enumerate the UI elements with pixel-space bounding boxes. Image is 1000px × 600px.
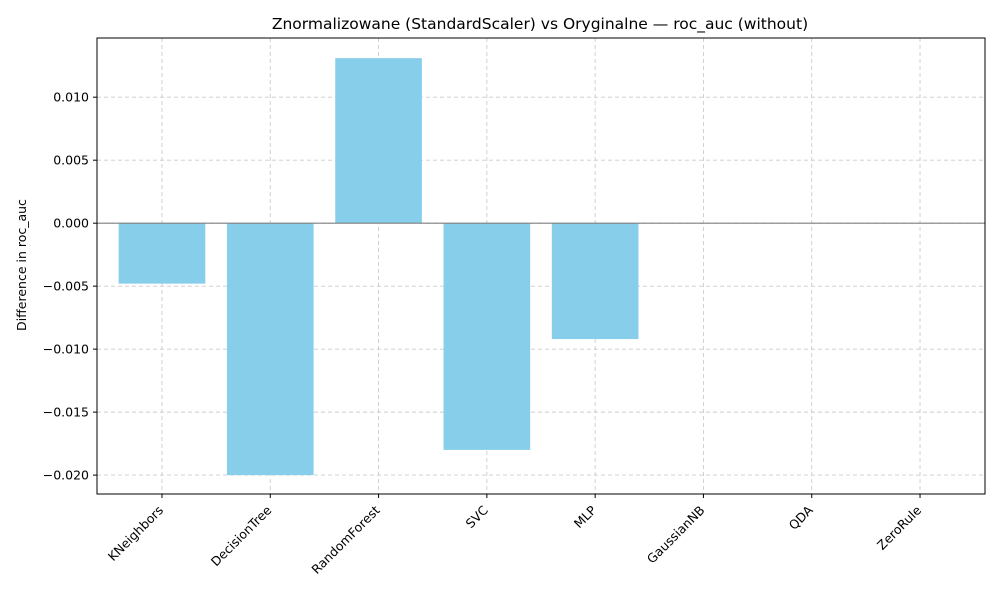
bar: [226, 223, 314, 476]
y-tick-label: 0.000: [53, 216, 89, 231]
x-tick-label: SVC: [463, 502, 492, 531]
y-tick-label: 0.005: [53, 153, 89, 168]
x-tick-label: KNeighbors: [105, 503, 166, 564]
y-tick-label: 0.010: [53, 90, 89, 105]
bar-layer: [118, 58, 639, 476]
y-axis-label: Difference in roc_auc: [14, 199, 29, 331]
chart-title: Znormalizowane (StandardScaler) vs Orygi…: [272, 15, 808, 34]
x-axis-ticks: KNeighbors DecisionTree RandomForest SVC MLP…: [105, 494, 924, 577]
plot-frame: [96, 37, 986, 495]
y-tick-label: −0.010: [43, 342, 89, 357]
x-tick-label: DecisionTree: [208, 502, 275, 569]
x-tick-label: QDA: [786, 502, 817, 533]
y-axis-ticks: −0.020 −0.015 −0.010 −0.005 0.000 0.005 0.010: [43, 90, 97, 483]
x-tick-label: RandomForest: [308, 502, 382, 576]
x-tick-label: MLP: [571, 502, 600, 531]
y-tick-label: −0.015: [43, 405, 89, 420]
bar: [335, 58, 422, 224]
bar: [118, 223, 206, 284]
y-tick-label: −0.020: [43, 468, 89, 483]
x-tick-label: ZeroRule: [874, 502, 924, 552]
bar: [551, 223, 639, 340]
y-tick-label: −0.005: [43, 279, 89, 294]
x-tick-label: GaussianNB: [644, 503, 708, 567]
bar: [443, 223, 531, 450]
